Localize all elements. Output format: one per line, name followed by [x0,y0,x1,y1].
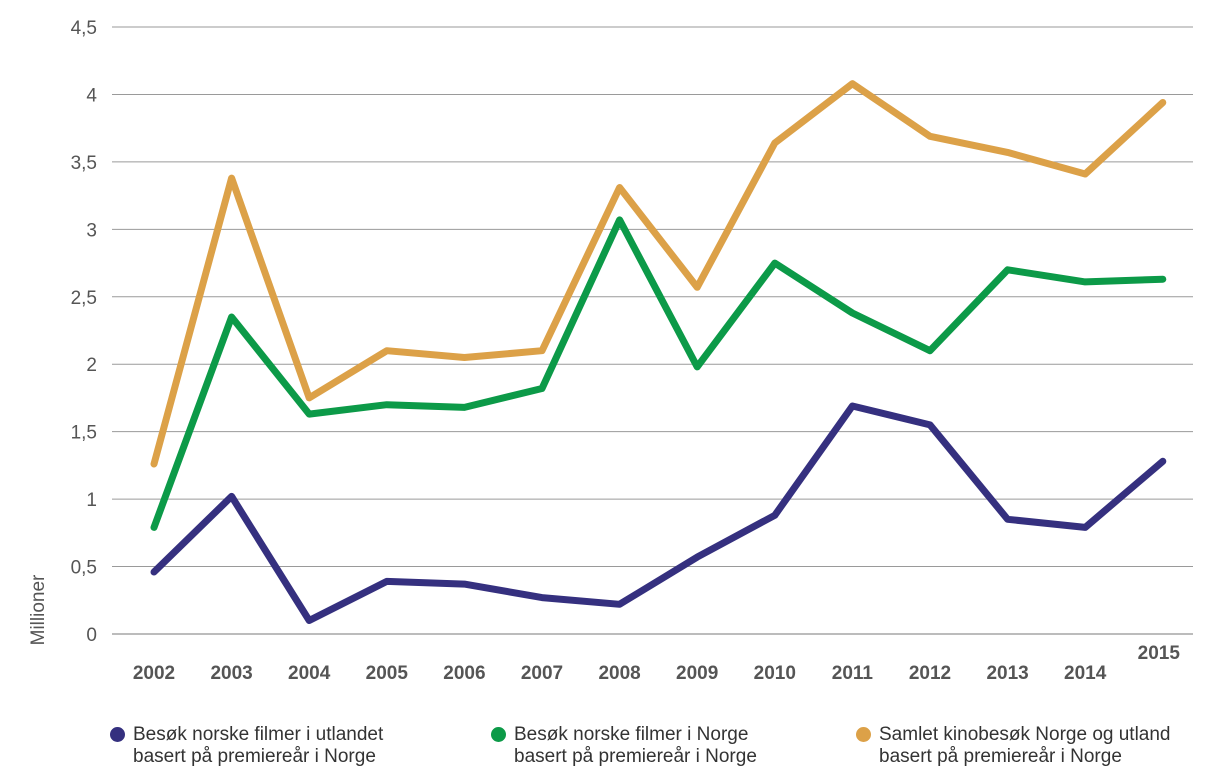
legend-marker-2 [491,727,506,742]
x-tick-label: 2010 [754,663,796,684]
y-tick-label: 1,5 [71,423,97,444]
x-tick-label: 2006 [443,663,485,684]
y-tick-label: 2 [86,355,97,376]
y-tick-label: 0 [86,625,97,646]
legend-marker-1 [110,727,125,742]
legend-marker-3 [856,727,871,742]
y-tick-label: 1 [86,490,97,511]
line-chart: 00,511,522,533,544,5 2002 2003 2004 2005 200… [28,18,1193,684]
y-tick-label: 2,5 [71,288,97,309]
y-tick-label: 4,5 [71,18,97,39]
x-tick-label: 2013 [986,663,1028,684]
y-tick-label: 4 [86,85,97,106]
x-axis-ticks: 2002 2003 2004 2005 2006 2007 2008 2009 2010 2011… [133,643,1181,684]
x-tick-label: 2005 [366,663,409,684]
gridlines [112,26,1193,635]
legend-item-3: Samlet kinobesøk Norge og utland basert … [856,724,1171,769]
x-tick-label: 2009 [676,663,718,684]
series-line-1 [150,402,1167,624]
y-tick-label: 0,5 [71,558,97,579]
legend-item-1: Besøk norske filmer i utlandet basert på… [110,724,383,769]
x-tick-label: 2014 [1064,663,1107,684]
legend-label-1: Besøk norske filmer i utlandet basert på… [133,724,384,767]
y-tick-label: 3 [86,220,97,241]
series-line-2 [150,216,1167,531]
x-tick-label: 2007 [521,663,563,684]
x-tick-label: 2004 [288,663,331,684]
y-axis-ticks: 0 0,5 1 1,5 2 2,5 3 3,5 4 4,5 [71,18,98,646]
series-line-3 [150,80,1167,468]
legend-label-2: Besøk norske filmer i Norge basert på pr… [514,724,757,767]
x-tick-label: 2002 [133,663,175,684]
legend-label-3: Samlet kinobesøk Norge og utland basert … [879,724,1171,767]
x-tick-label: 2015 [1138,643,1181,664]
x-tick-label: 2011 [832,663,874,684]
x-tick-label: 2008 [598,663,640,684]
x-tick-label: 2012 [909,663,951,684]
y-tick-label: 3,5 [71,153,97,174]
series-lines [150,80,1167,624]
y-axis-label: Millioner [28,574,49,645]
x-tick-label: 2003 [210,663,252,684]
legend-item-2: Besøk norske filmer i Norge basert på pr… [491,724,757,769]
